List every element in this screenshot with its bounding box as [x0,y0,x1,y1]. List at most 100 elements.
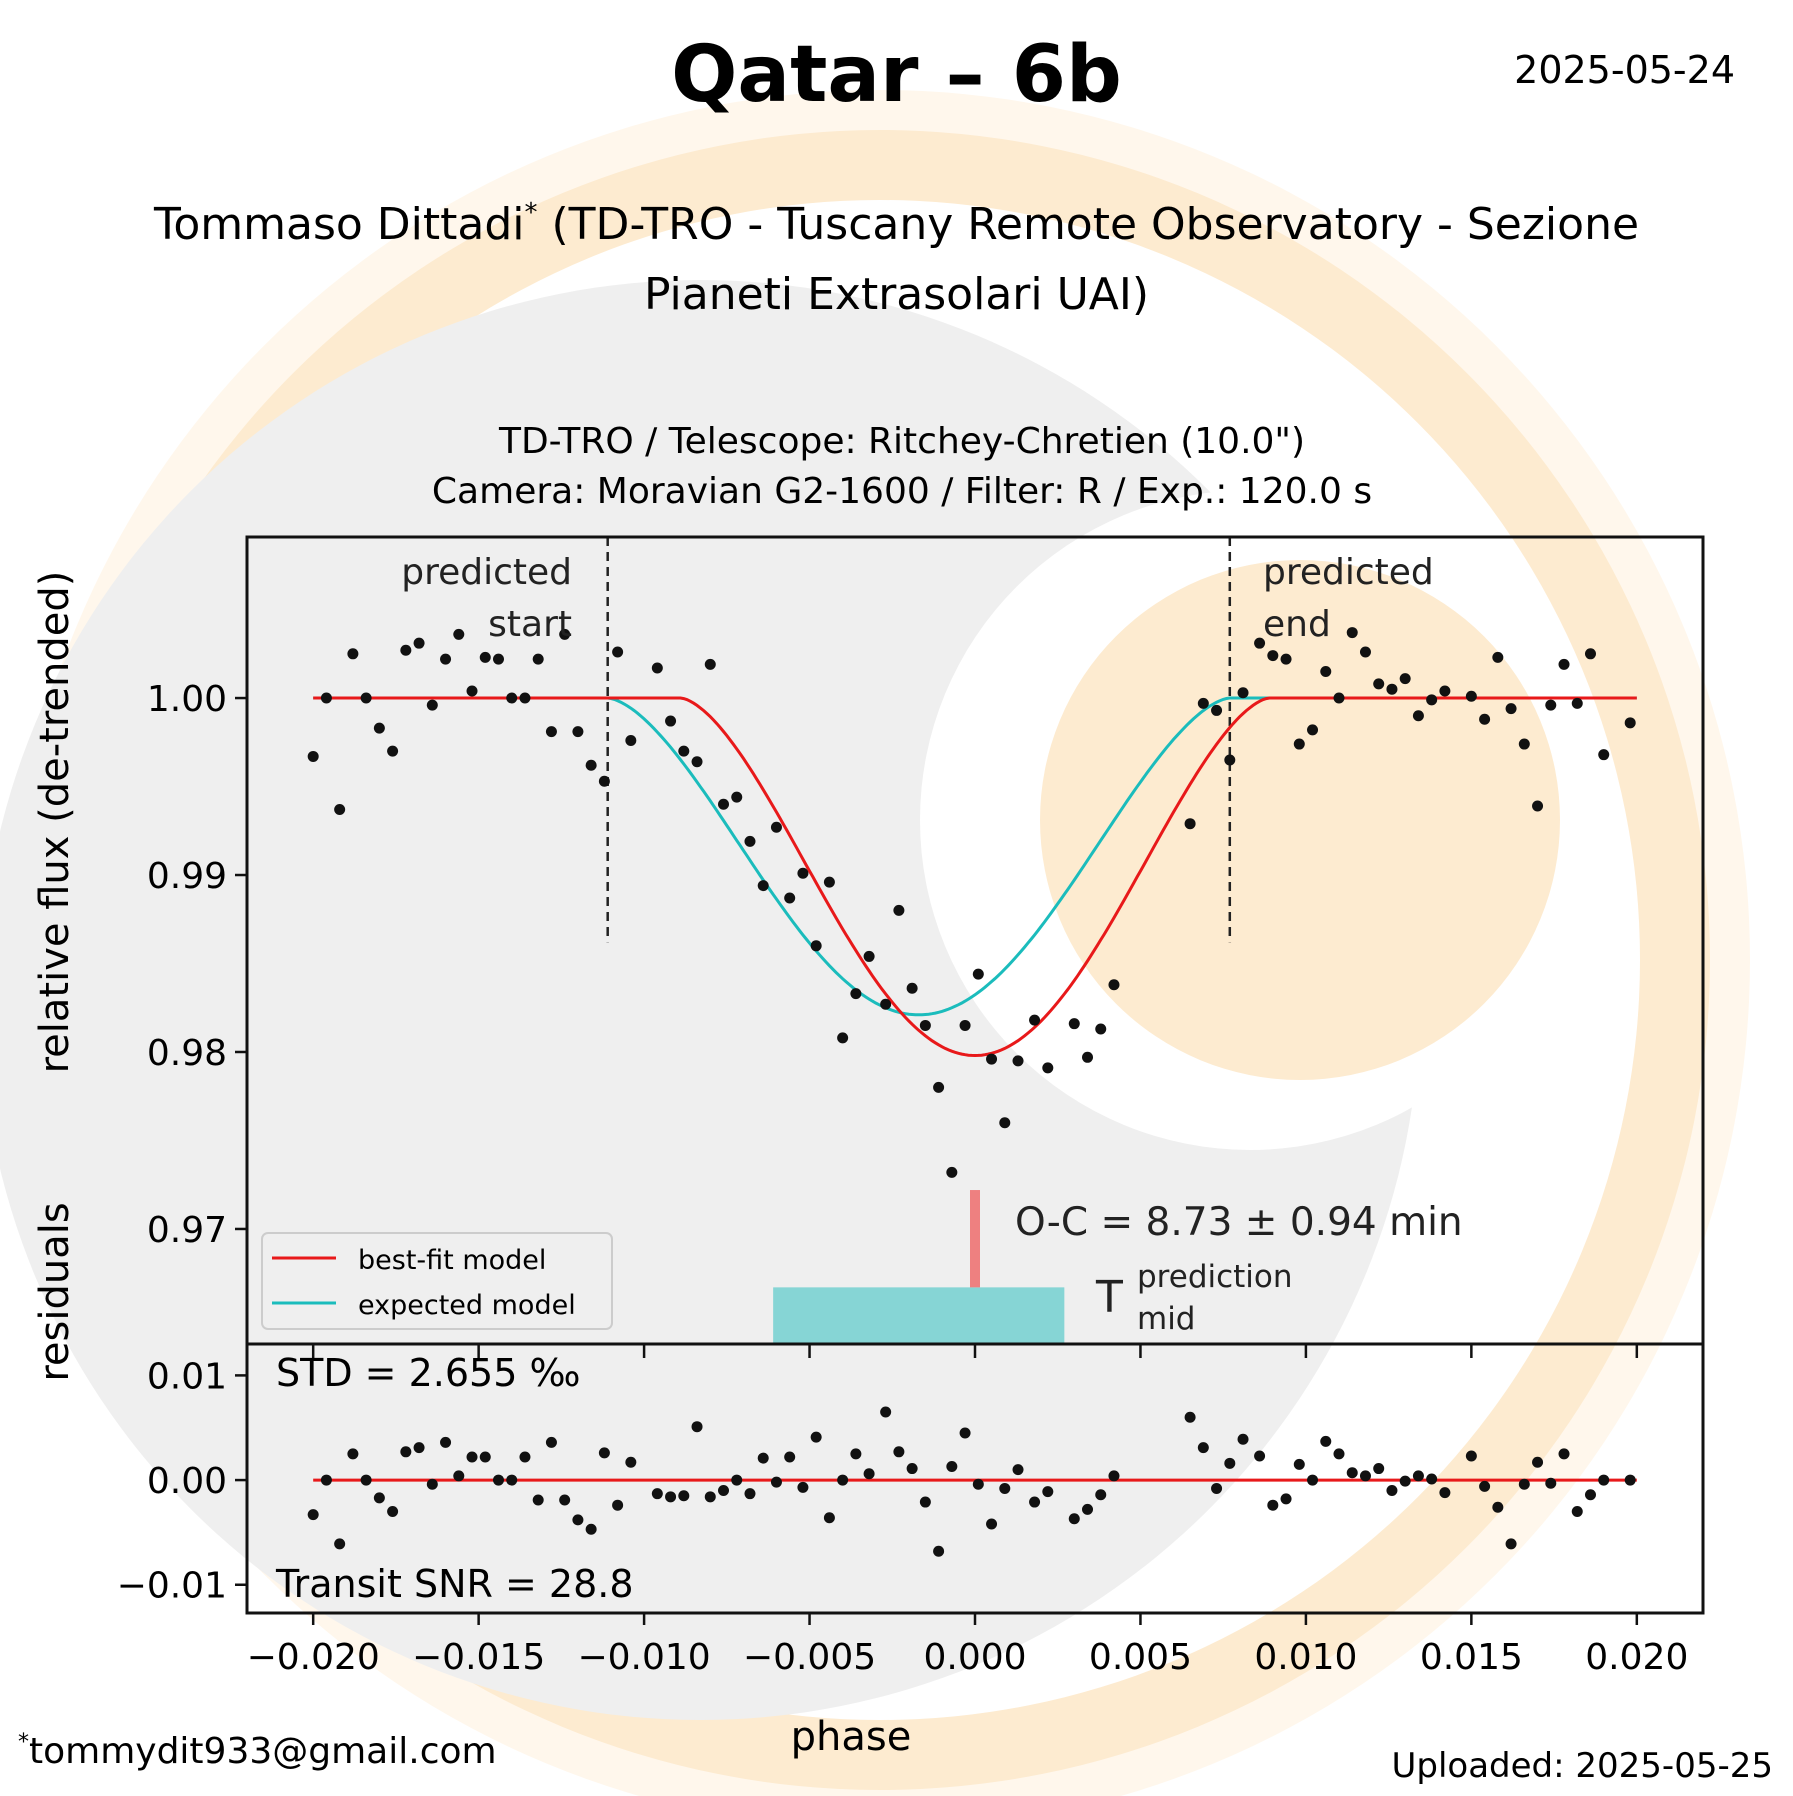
y-tick-label-main: 0.98 [147,1033,227,1074]
residual-point [1492,1501,1504,1513]
residual-point [598,1447,610,1459]
data-point [1346,627,1358,639]
data-point [1439,685,1451,697]
residual-point [585,1523,597,1535]
residual-point [360,1474,372,1486]
residual-point [1346,1467,1358,1479]
x-axis-label: phase [791,1714,912,1760]
residual-point [1254,1450,1266,1462]
residual-point [810,1431,822,1443]
residual-point [373,1492,385,1504]
data-point [744,835,756,847]
data-point [1224,754,1236,766]
data-point [837,1032,849,1044]
data-point [1029,1014,1041,1026]
residual-point [1237,1433,1249,1445]
x-tick-label: 0.010 [1254,1637,1357,1678]
residual-point [1108,1470,1120,1482]
residual-point [559,1494,571,1506]
data-point [933,1081,945,1093]
snr-annotation: Transit SNR = 28.8 [275,1562,634,1606]
data-point [1479,713,1491,725]
data-point [1320,666,1332,677]
oc-annotation: O-C = 8.73 ± 0.94 min [1015,1200,1463,1245]
residual-point [307,1509,319,1521]
residual-point [440,1436,452,1448]
residual-point [731,1474,743,1486]
data-point [1584,648,1596,660]
residual-point [1359,1470,1371,1482]
residual-point [665,1491,677,1503]
residual-point [906,1463,918,1475]
residual-point [718,1485,730,1497]
residual-point [1412,1470,1424,1482]
residual-point [797,1481,809,1493]
residual-point [1545,1477,1557,1489]
residual-point [625,1456,637,1468]
data-point [704,658,716,670]
data-point [1492,651,1504,663]
residual-point [1584,1489,1596,1501]
data-point [946,1166,958,1178]
residual-point [823,1512,835,1524]
data-point [1426,694,1438,706]
data-point [598,775,610,787]
residual-point [1624,1474,1636,1486]
data-point [797,867,809,879]
data-point [1082,1051,1094,1063]
residual-point [413,1442,425,1454]
data-point [1042,1062,1054,1074]
residual-point [1211,1482,1223,1494]
data-point [1373,678,1385,690]
residual-point [426,1478,438,1490]
x-tick-label: −0.020 [247,1637,380,1678]
data-point [440,653,452,665]
residual-point [651,1488,663,1500]
x-tick-label: 0.005 [1089,1637,1192,1678]
data-point [413,637,425,649]
data-point [678,745,690,757]
data-point [1399,673,1411,685]
y-tick-label-main: 0.97 [147,1210,227,1251]
residual-point [1042,1486,1054,1498]
legend-box [261,1232,613,1330]
best-fit-model-line [313,696,1637,1058]
residual-point [453,1470,465,1482]
oc-marker-bar [970,1190,980,1288]
data-point [770,821,782,833]
residual-point [1095,1489,1107,1501]
prediction-window-box [773,1287,1065,1344]
data-point [1333,692,1345,704]
residual-point [479,1451,491,1463]
data-point [1307,724,1319,736]
tmid-symbol: T [1095,1272,1123,1323]
y-tick-label-residual: 0.01 [147,1356,227,1397]
residual-point [1184,1411,1196,1423]
residual-point [1598,1474,1610,1486]
residual-point [347,1448,359,1460]
data-point [559,628,571,640]
author-affiliation-1: (TD-TRO - Tuscany Remote Observatory - S… [551,199,1640,250]
residual-point [757,1452,769,1464]
data-point [1184,818,1196,830]
data-point [479,651,491,663]
page-title: Qatar – 6b [671,30,1122,120]
residual-point [1333,1448,1345,1460]
data-point [850,988,862,1000]
data-point [893,904,905,916]
data-point [1293,738,1305,750]
data-point [1545,699,1557,711]
author-mark: * [524,198,538,228]
legend: best-fit model expected model [261,1232,613,1330]
residual-point [880,1406,892,1418]
data-point [1518,738,1530,750]
data-point [1598,749,1610,761]
data-point [1237,687,1249,699]
data-point [823,876,835,888]
watermark-c-orange [1040,560,1560,1080]
residual-point [1518,1478,1530,1490]
data-point [959,1019,971,1031]
axes-layer: 0.97 0.98 0.99 1.00 −0.01 0.00 0.01 −0.020 −0.01… [117,535,1705,1678]
residual-point [1439,1487,1451,1499]
residual-point [492,1474,504,1486]
